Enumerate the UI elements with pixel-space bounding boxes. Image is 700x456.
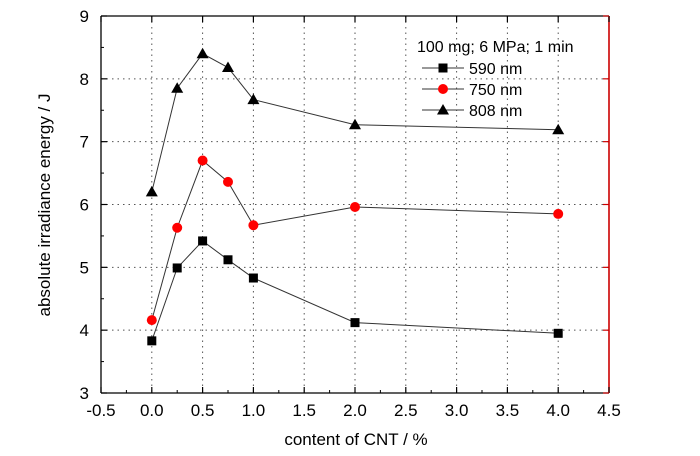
legend-marker-590-nm (438, 63, 448, 73)
axis-ticks (100, 15, 610, 394)
x-tick-label: 4.5 (597, 401, 621, 420)
tick-labels: -0.5 0.0 0.5 1.0 1.5 2.0 2.5 3.0 3.5 4.0 4.5 3 4 5 6 7 8… (80, 7, 621, 420)
data-point-590-nm (223, 255, 233, 265)
series-line-750-nm (151, 159, 559, 321)
series-750-nm (146, 155, 564, 326)
data-point-590-nm (350, 318, 360, 328)
series-layer (145, 47, 565, 346)
data-point-590-nm (553, 328, 563, 338)
data-point-590-nm (198, 236, 208, 246)
x-tick-label: 3.5 (496, 401, 520, 420)
data-point-808-nm (349, 118, 361, 130)
legend-label-590-nm: 590 nm (469, 61, 522, 78)
legend-label-750-nm: 750 nm (469, 82, 522, 99)
y-tick-label: 4 (80, 321, 89, 340)
y-tick-label: 3 (80, 384, 89, 403)
x-tick-label: 1.5 (292, 401, 316, 420)
data-point-808-nm (171, 82, 184, 93)
data-point-590-nm (147, 336, 157, 346)
data-point-808-nm (247, 93, 260, 105)
x-tick-label: 0.5 (191, 401, 215, 420)
legend: 100 mg; 6 MPa; 1 min 590 nm 750 nm 808 nm (417, 39, 574, 120)
data-point-750-nm (223, 176, 233, 187)
legend-marker-750-nm (438, 84, 448, 94)
y-tick-label: 6 (80, 196, 89, 215)
legend-label-808-nm: 808 nm (469, 103, 522, 120)
y-tick-label: 8 (80, 70, 89, 89)
data-point-750-nm (350, 202, 360, 213)
data-point-750-nm (248, 220, 259, 231)
data-point-750-nm (172, 222, 183, 233)
x-tick-label: 4.0 (546, 401, 570, 420)
data-point-808-nm (552, 123, 565, 135)
data-point-750-nm (553, 208, 564, 219)
x-axis-label: content of CNT / % (284, 430, 427, 449)
x-tick-label: 3.0 (445, 401, 469, 420)
data-point-590-nm (248, 273, 258, 283)
x-tick-label: 2.5 (394, 401, 418, 420)
legend-marker-808-nm (437, 104, 449, 115)
data-point-808-nm (222, 61, 234, 73)
x-tick-label: -0.5 (86, 401, 115, 420)
x-tick-label: 1.0 (242, 401, 266, 420)
legend-title: 100 mg; 6 MPa; 1 min (417, 39, 574, 56)
data-point-808-nm (196, 47, 209, 59)
y-axis-label: absolute irradiance energy / J (35, 93, 54, 316)
data-point-750-nm (197, 155, 208, 166)
x-tick-label: 2.0 (343, 401, 367, 420)
y-tick-label: 7 (80, 133, 89, 152)
series-590-nm (147, 236, 563, 346)
series-808-nm (145, 47, 565, 197)
y-tick-label: 9 (80, 7, 89, 26)
data-point-590-nm (172, 263, 182, 273)
data-point-750-nm (146, 315, 157, 326)
y-tick-label: 5 (80, 258, 89, 277)
x-tick-label: 0.0 (140, 401, 164, 420)
data-point-808-nm (145, 185, 158, 197)
